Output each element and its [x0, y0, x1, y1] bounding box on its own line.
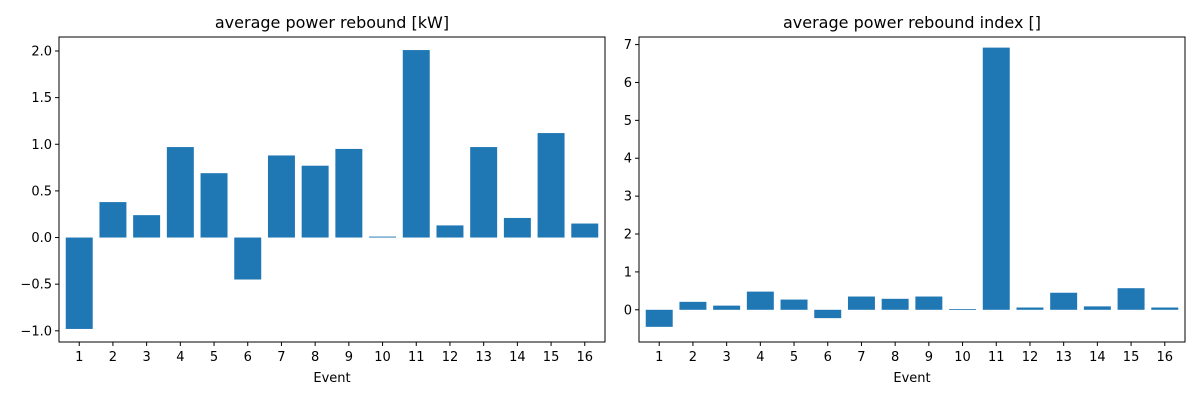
bar-event-16 [1151, 307, 1179, 310]
axes-spines [58, 36, 606, 343]
bar-event-10 [369, 236, 397, 238]
chart-title: average power rebound [kW] [215, 13, 449, 32]
y-tick-label: 0.5 [31, 184, 52, 199]
bar-event-9 [335, 148, 363, 238]
axes-spines [638, 36, 1186, 343]
bar-event-3 [133, 215, 161, 238]
bars [645, 47, 1179, 327]
bar-event-5 [780, 299, 808, 310]
x-tick-label: 16 [1157, 350, 1174, 365]
x-tick-label: 9 [925, 350, 933, 365]
y-tick-label: 0.0 [31, 231, 52, 246]
x-tick-label: 15 [543, 350, 560, 365]
bar-event-2 [679, 301, 707, 310]
y-tick-label: 3 [624, 190, 632, 205]
bar-event-9 [915, 296, 943, 310]
axes-frame [638, 36, 1186, 343]
y-tick-label: 6 [624, 76, 632, 91]
chart-title: average power rebound index [] [783, 13, 1041, 32]
y-tick-label: −1.0 [20, 324, 52, 339]
y-axis-ticks: −1.0 −0.5 0.0 0.5 1.0 1.5 2.0 [20, 44, 59, 339]
x-tick-label: 2 [689, 350, 697, 365]
x-tick-label: 6 [244, 350, 252, 365]
axes-frame [58, 36, 606, 343]
bar-event-12 [1016, 307, 1044, 310]
x-tick-label: 14 [1089, 350, 1106, 365]
y-tick-label: 1 [624, 265, 632, 280]
bar-event-14 [1083, 306, 1111, 310]
bar-event-2 [99, 202, 127, 238]
x-tick-label: 13 [1055, 350, 1072, 365]
x-axis-ticks: 1 2 3 4 5 6 7 8 9 10 11 12 13 14 15 16 [75, 342, 593, 365]
x-tick-label: 5 [790, 350, 798, 365]
bar-event-7 [267, 155, 295, 238]
x-tick-label: 4 [176, 350, 184, 365]
x-tick-label: 8 [891, 350, 899, 365]
x-tick-label: 10 [954, 350, 971, 365]
bar-event-6 [234, 237, 262, 280]
x-tick-label: 13 [475, 350, 492, 365]
bar-event-6 [814, 309, 842, 319]
x-tick-label: 12 [1022, 350, 1039, 365]
x-axis-label: Event [313, 371, 350, 386]
x-tick-label: 2 [109, 350, 117, 365]
x-tick-label: 11 [408, 350, 425, 365]
bar-event-13 [1050, 292, 1078, 310]
x-axis-label: Event [893, 371, 930, 386]
x-tick-label: 9 [345, 350, 353, 365]
bar-event-10 [949, 309, 977, 310]
y-tick-label: 0 [624, 303, 632, 318]
y-tick-label: 2.0 [31, 44, 52, 59]
x-tick-label: 7 [277, 350, 285, 365]
y-tick-label: 1.0 [31, 138, 52, 153]
y-tick-label: 7 [624, 38, 632, 53]
y-tick-label: −0.5 [20, 278, 52, 293]
x-tick-label: 1 [655, 350, 663, 365]
x-axis-ticks: 1 2 3 4 5 6 7 8 9 10 11 12 13 14 15 16 [655, 342, 1173, 365]
bar-event-5 [200, 173, 228, 238]
bar-event-8 [881, 298, 909, 310]
bar-event-4 [166, 147, 194, 238]
x-tick-label: 4 [756, 350, 764, 365]
bar-event-1 [645, 309, 673, 327]
x-tick-label: 10 [374, 350, 391, 365]
x-tick-label: 7 [857, 350, 865, 365]
bar-event-4 [746, 291, 774, 310]
y-tick-label: 2 [624, 228, 632, 243]
x-tick-label: 8 [311, 350, 319, 365]
y-tick-label: 1.5 [31, 91, 52, 106]
chart-average-power-rebound-index: average power rebound index [] Event 012… [624, 13, 1186, 386]
bar-event-13 [470, 147, 498, 238]
bar-event-8 [301, 165, 329, 238]
x-tick-label: 6 [824, 350, 832, 365]
x-tick-label: 1 [75, 350, 83, 365]
bars [65, 50, 599, 329]
bar-event-15 [1117, 288, 1145, 310]
x-tick-label: 3 [722, 350, 730, 365]
x-tick-label: 14 [509, 350, 526, 365]
x-tick-label: 12 [442, 350, 459, 365]
bar-event-11 [402, 50, 430, 238]
x-tick-label: 15 [1123, 350, 1140, 365]
y-tick-label: 5 [624, 114, 632, 129]
x-tick-label: 16 [577, 350, 594, 365]
bar-event-3 [713, 305, 741, 310]
bar-event-7 [847, 296, 875, 310]
bar-event-15 [537, 133, 565, 238]
y-axis-ticks: 0 1 2 3 4 5 6 7 [624, 38, 639, 318]
x-tick-label: 5 [210, 350, 218, 365]
bar-event-14 [503, 217, 531, 238]
y-tick-label: 4 [624, 152, 632, 167]
bar-event-12 [436, 225, 464, 238]
bar-event-16 [571, 223, 599, 238]
bar-event-11 [982, 47, 1010, 310]
chart-average-power-rebound: average power rebound [kW] Event −1.0 −0.… [20, 13, 606, 386]
bar-event-1 [65, 237, 93, 329]
x-tick-label: 11 [988, 350, 1005, 365]
x-tick-label: 3 [142, 350, 150, 365]
